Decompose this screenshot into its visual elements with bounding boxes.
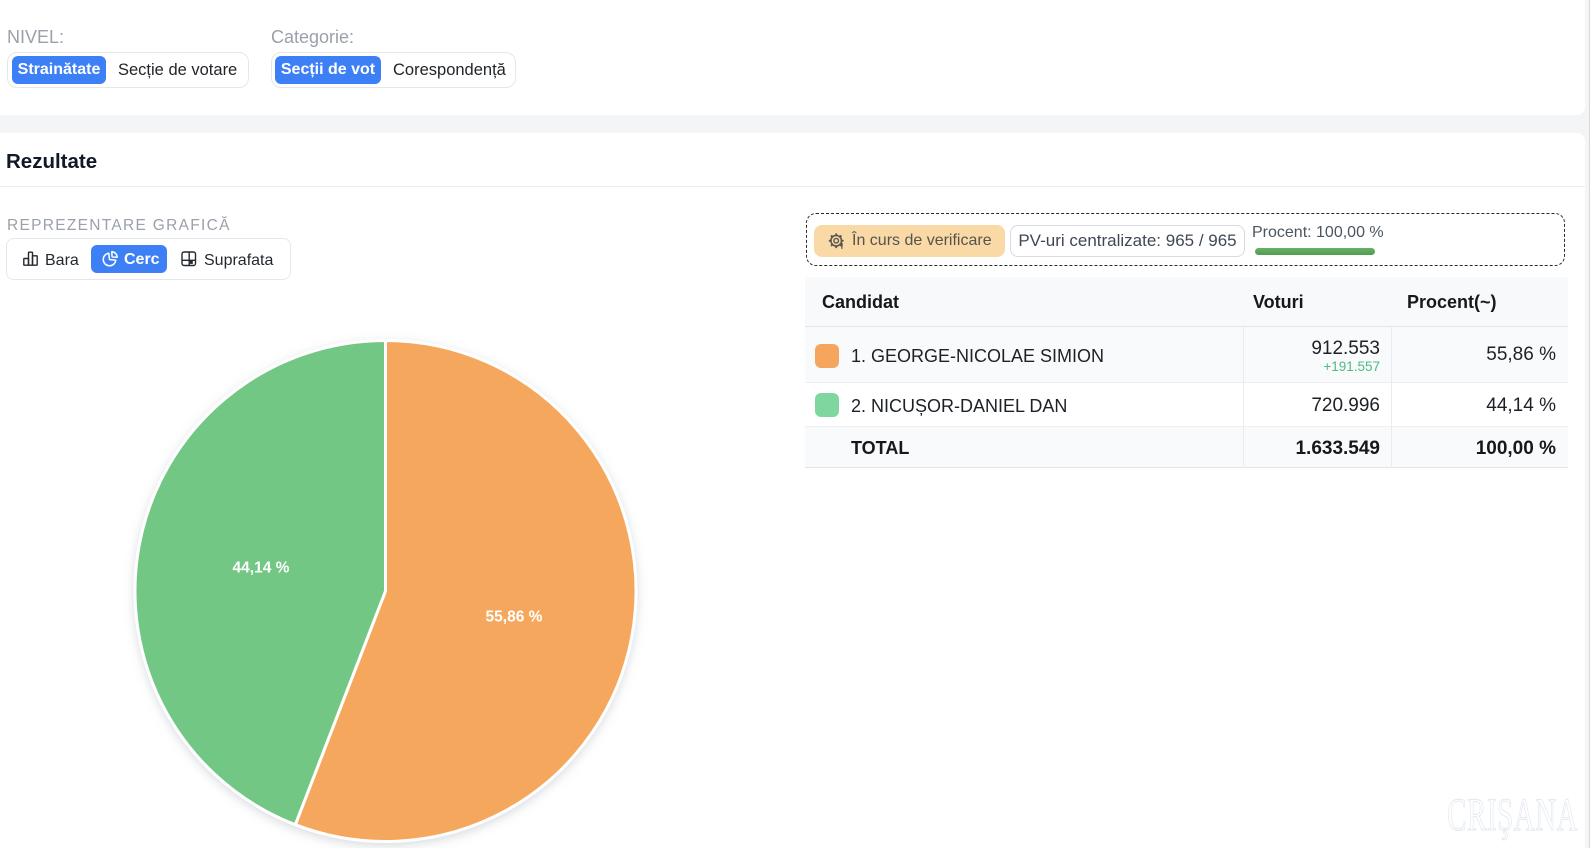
svg-text:55,86 %: 55,86 % — [486, 609, 543, 626]
svg-text:44,14 %: 44,14 % — [233, 560, 290, 577]
